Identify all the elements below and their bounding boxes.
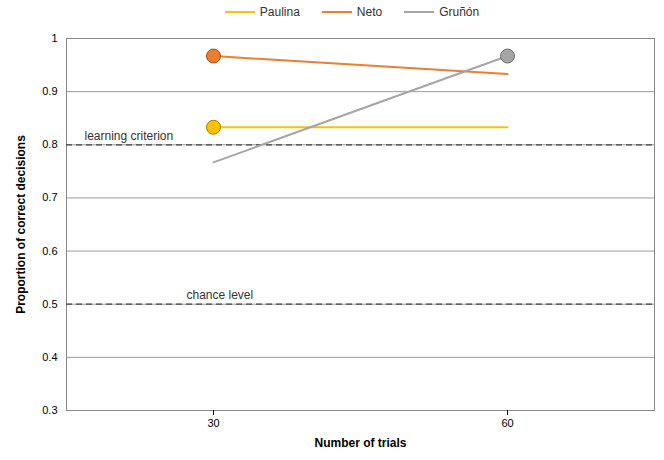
svg-text:Number of trials: Number of trials [314, 436, 406, 450]
html-text:Neto: Neto [356, 5, 383, 19]
svg-text:0.4: 0.4 [42, 351, 57, 363]
svg-text:0.7: 0.7 [42, 191, 57, 203]
svg-text:0.5: 0.5 [42, 298, 57, 310]
svg-text:30: 30 [207, 417, 219, 429]
html-text:Paulina: Paulina [259, 5, 300, 19]
svg-text:1: 1 [51, 32, 57, 44]
svg-text:learning criterion: learning criterion [85, 129, 174, 143]
svg-text:Proportion of correct decision: Proportion of correct decisions [14, 135, 28, 314]
svg-text:0.3: 0.3 [42, 404, 57, 416]
svg-text:chance level: chance level [187, 288, 254, 302]
svg-text:0.8: 0.8 [42, 138, 57, 150]
html-text:Gruñón: Gruñón [439, 5, 480, 19]
svg-text:60: 60 [501, 417, 513, 429]
svg-text:0.9: 0.9 [42, 85, 57, 97]
svg-text:0.6: 0.6 [42, 245, 57, 257]
